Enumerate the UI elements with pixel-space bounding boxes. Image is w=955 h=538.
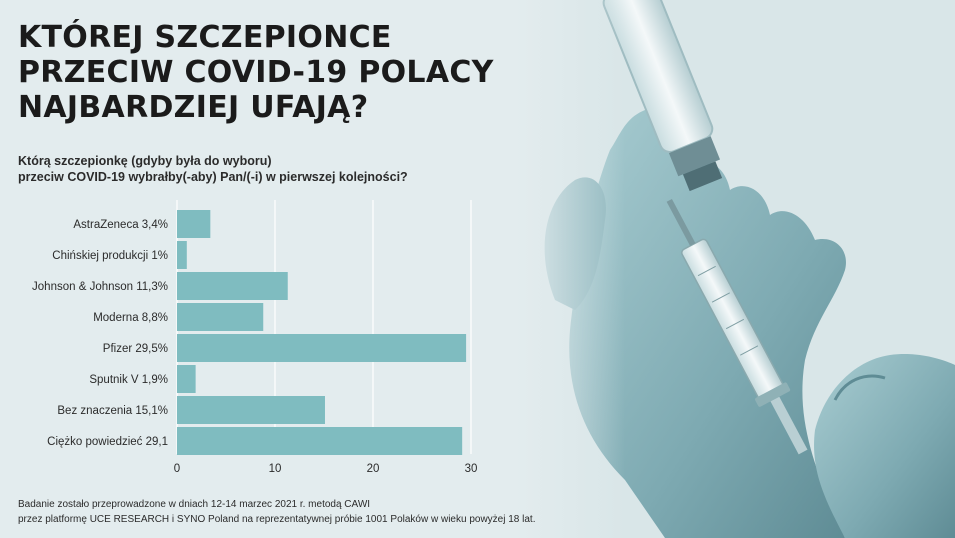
- subtitle-line: Którą szczepionkę (gdyby była do wyboru): [18, 154, 272, 168]
- footnote-line: Badanie zostało przeprowadzone w dniach …: [18, 499, 371, 510]
- category-label: Chińskiej produkcji 1%: [52, 250, 168, 262]
- bar: [177, 210, 211, 238]
- subtitle-line: przeciw COVID-19 wybrałby(-aby) Pan/(-i)…: [18, 170, 408, 184]
- title-line: NAJBARDZIEJ UFAJĄ?: [18, 90, 369, 125]
- bars: [177, 210, 467, 455]
- x-axis-ticks: 0 10 20 30: [174, 463, 478, 475]
- vaccine-photo: [515, 0, 955, 538]
- methodology-note: Badanie zostało przeprowadzone w dniach …: [18, 497, 535, 527]
- category-labels: AstraZeneca 3,4% Chińskiej produkcji 1% Jo…: [32, 219, 168, 448]
- x-tick-label: 0: [174, 463, 180, 475]
- x-tick-label: 10: [269, 463, 282, 475]
- bar: [177, 334, 467, 362]
- category-label: Sputnik V 1,9%: [89, 374, 168, 386]
- category-label: Johnson & Johnson 11,3%: [32, 281, 168, 293]
- page-title: KTÓREJ SZCZEPIONCE PRZECIW COVID-19 POLA…: [18, 20, 494, 125]
- bar-chart: AstraZeneca 3,4% Chińskiej produkcji 1% Jo…: [32, 200, 478, 475]
- bar: [177, 272, 288, 300]
- bar: [177, 396, 325, 424]
- bar: [177, 427, 463, 455]
- chart-question: Którą szczepionkę (gdyby była do wyboru)…: [18, 153, 408, 185]
- category-label: Pfizer 29,5%: [103, 343, 168, 355]
- bar: [177, 365, 196, 393]
- category-label: Ciężko powiedzieć 29,1: [47, 436, 168, 448]
- bar: [177, 303, 264, 331]
- bar: [177, 241, 187, 269]
- title-line: PRZECIW COVID-19 POLACY: [18, 55, 494, 90]
- category-label: Bez znaczenia 15,1%: [57, 405, 168, 417]
- footnote-line: przez platformę UCE RESEARCH i SYNO Pola…: [18, 514, 536, 525]
- x-tick-label: 20: [367, 463, 380, 475]
- category-label: Moderna 8,8%: [93, 312, 168, 324]
- title-line: KTÓREJ SZCZEPIONCE: [18, 20, 392, 55]
- x-tick-label: 30: [465, 463, 478, 475]
- category-label: AstraZeneca 3,4%: [73, 219, 168, 231]
